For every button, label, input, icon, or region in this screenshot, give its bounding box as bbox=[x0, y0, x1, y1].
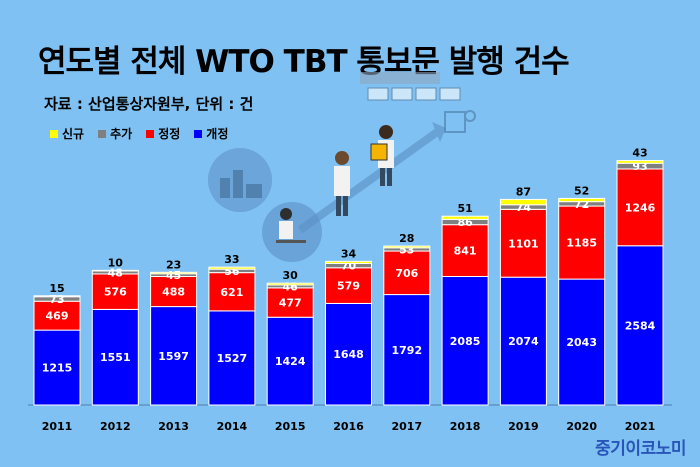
data-label-revise-2019: 1101 bbox=[508, 237, 539, 250]
bar-segment-new-2012 bbox=[91, 269, 139, 272]
x-tick-label-2018: 2018 bbox=[450, 420, 481, 433]
legend: 신규 추가 정정 개정 bbox=[50, 125, 228, 142]
bar-segment-new-2011 bbox=[33, 295, 81, 298]
legend-swatch-add bbox=[98, 129, 107, 138]
data-label-regular-2015: 1424 bbox=[275, 355, 306, 368]
data-label-add-2011: 73 bbox=[49, 293, 64, 306]
data-label-add-2015: 46 bbox=[283, 280, 299, 293]
x-tick-label-2016: 2016 bbox=[333, 420, 364, 433]
bar-segment-revise-2016 bbox=[325, 267, 372, 304]
data-label-new-2019: 87 bbox=[516, 185, 531, 198]
data-label-revise-2018: 841 bbox=[454, 245, 477, 258]
data-label-revise-2012: 576 bbox=[104, 286, 127, 299]
bar-segment-regular-2013 bbox=[150, 306, 198, 406]
x-tick-label-2017: 2017 bbox=[391, 420, 422, 433]
legend-label-revise: 정정 bbox=[158, 127, 181, 141]
data-label-add-2012: 48 bbox=[108, 266, 123, 279]
data-label-revise-2015: 477 bbox=[279, 297, 302, 310]
bar-segment-revise-2019 bbox=[499, 208, 547, 278]
x-tick-label-2019: 2019 bbox=[508, 420, 539, 433]
legend-swatch-revise bbox=[146, 129, 155, 138]
x-tick-label-2015: 2015 bbox=[275, 420, 306, 433]
bar-segment-new-2019 bbox=[499, 198, 547, 206]
data-label-regular-2017: 1792 bbox=[391, 344, 422, 357]
data-label-revise-2013: 488 bbox=[162, 286, 185, 299]
data-label-revise-2014: 621 bbox=[220, 286, 243, 299]
data-label-regular-2019: 2074 bbox=[508, 335, 539, 348]
brand-logo: 중기이코노미 bbox=[595, 439, 686, 459]
bar-segment-new-2016 bbox=[325, 260, 372, 264]
data-label-new-2017: 28 bbox=[399, 232, 414, 245]
bar-segment-revise-2018 bbox=[441, 224, 489, 278]
data-label-regular-2021: 2584 bbox=[625, 319, 656, 332]
data-label-new-2018: 51 bbox=[457, 202, 472, 215]
bar-segment-revise-2013 bbox=[150, 276, 198, 308]
x-tick-label-2020: 2020 bbox=[566, 420, 597, 433]
page-title: 연도별 전체 WTO TBT 통보문 발행 건수 bbox=[38, 44, 570, 80]
data-label-regular-2020: 2043 bbox=[566, 336, 597, 349]
bar-segment-new-2015 bbox=[266, 282, 314, 286]
data-label-new-2021: 43 bbox=[632, 147, 647, 160]
bar-segment-new-2020 bbox=[558, 197, 606, 203]
bar-segment-regular-2017 bbox=[383, 294, 431, 406]
bar-segment-revise-2020 bbox=[558, 205, 606, 280]
data-label-new-2014: 33 bbox=[224, 253, 239, 266]
legend-item-regular: 개정 bbox=[194, 125, 228, 142]
legend-label-add: 추가 bbox=[110, 127, 133, 141]
source-note: 자료 : 산업통상자원부, 단위 : 건 bbox=[44, 95, 254, 113]
data-label-new-2016: 34 bbox=[341, 247, 357, 260]
data-label-regular-2014: 1527 bbox=[217, 352, 248, 365]
data-label-regular-2012: 1551 bbox=[100, 351, 131, 364]
data-label-new-2015: 30 bbox=[283, 269, 299, 282]
bar-segment-revise-2011 bbox=[33, 300, 81, 331]
data-label-add-2017: 53 bbox=[399, 243, 414, 256]
x-tick-label-2012: 2012 bbox=[100, 420, 131, 433]
data-label-revise-2011: 469 bbox=[46, 310, 69, 323]
legend-label-regular: 개정 bbox=[206, 127, 229, 141]
data-label-revise-2017: 706 bbox=[395, 267, 418, 280]
bar-segment-regular-2016 bbox=[325, 302, 372, 406]
data-label-revise-2021: 1246 bbox=[625, 201, 656, 214]
bar-segment-new-2014 bbox=[208, 266, 256, 270]
data-label-revise-2016: 579 bbox=[337, 280, 360, 293]
bar-segment-regular-2021 bbox=[616, 245, 664, 406]
x-tick-label-2013: 2013 bbox=[158, 420, 189, 433]
data-label-regular-2018: 2085 bbox=[450, 335, 481, 348]
x-tick-label-2011: 2011 bbox=[42, 420, 73, 433]
data-label-regular-2013: 1597 bbox=[158, 350, 189, 363]
bar-segment-new-2021 bbox=[616, 160, 664, 164]
legend-item-new: 신규 bbox=[50, 125, 84, 142]
bar-segment-regular-2015 bbox=[266, 316, 314, 406]
data-label-new-2020: 52 bbox=[574, 184, 589, 197]
bar-segment-regular-2018 bbox=[441, 276, 489, 406]
bar-segment-revise-2015 bbox=[266, 287, 314, 318]
bar-segment-regular-2020 bbox=[558, 278, 606, 406]
data-label-revise-2020: 1185 bbox=[566, 237, 597, 250]
legend-label-new: 신규 bbox=[62, 127, 85, 141]
data-label-new-2012: 10 bbox=[108, 256, 124, 269]
bar-segment-new-2018 bbox=[441, 215, 489, 220]
legend-item-revise: 정정 bbox=[146, 125, 180, 142]
data-label-new-2013: 23 bbox=[166, 258, 181, 271]
x-tick-label-2014: 2014 bbox=[217, 420, 248, 433]
bar-segment-new-2013 bbox=[150, 271, 198, 275]
x-tick-label-2021: 2021 bbox=[625, 420, 656, 433]
data-label-new-2011: 15 bbox=[49, 282, 64, 295]
data-label-regular-2011: 1215 bbox=[42, 362, 73, 375]
bar-segment-new-2017 bbox=[383, 245, 431, 249]
legend-item-add: 추가 bbox=[98, 125, 132, 142]
bar-segment-regular-2012 bbox=[91, 308, 139, 406]
legend-swatch-new bbox=[50, 129, 58, 138]
legend-swatch-regular bbox=[194, 129, 203, 138]
data-label-regular-2016: 1648 bbox=[333, 348, 364, 361]
bar-segment-regular-2014 bbox=[208, 310, 256, 406]
bar-segment-revise-2012 bbox=[91, 273, 139, 310]
